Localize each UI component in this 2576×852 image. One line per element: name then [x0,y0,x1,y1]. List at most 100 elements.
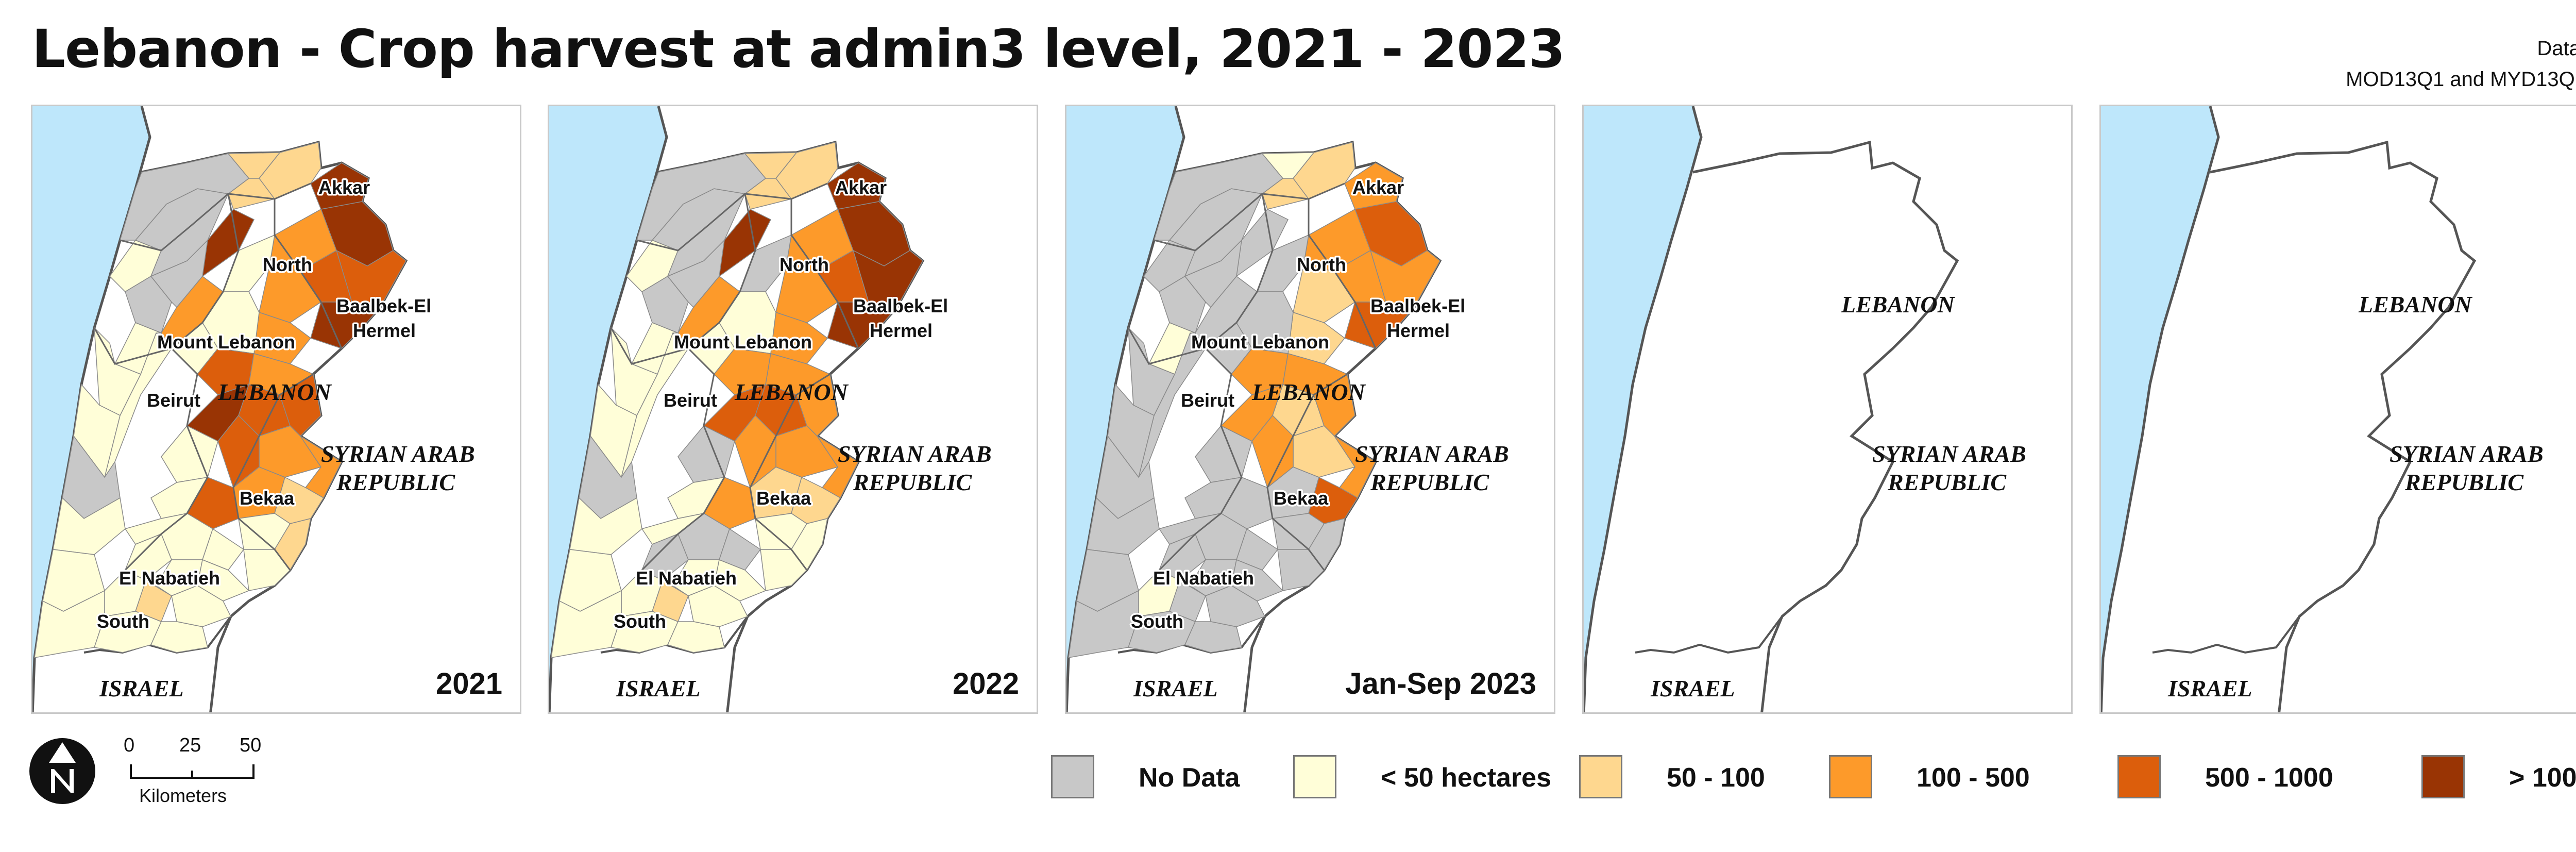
label-south: South [1131,611,1183,632]
panel-year-label: Jan-Sep 2023 [1342,666,1539,701]
label-baalbek-line1: Baalbek-El [336,295,431,316]
admin3-region [150,621,208,653]
panel-year-label: 2022 [949,666,1022,701]
legend-label: 100 - 500 [1917,763,2030,793]
admin3-region [119,153,250,241]
admin3-region [1277,549,1325,591]
map-labels: LEBANON SYRIAN ARAB REPUBLIC ISRAEL Akka… [612,175,992,702]
admin1-boundary-line [1158,477,1243,571]
label-akkar: Akkar [835,177,887,198]
data-source-text: MOD13Q1 and MYD13Q1 [2346,68,2576,91]
label-syria-line1: SYRIAN ARAB [2389,441,2544,467]
legend-label: No Data [1139,763,1240,793]
data-source-note: Data: MOD13Q1 and MYD13Q1 [2346,33,2576,95]
admin3-region [1159,276,1206,333]
label-akkar: Akkar [1352,177,1404,198]
admin1-boundary-line [688,193,756,349]
label-syria-line1: SYRIAN ARAB [321,441,475,467]
map-svg: LEBANON SYRIAN ARAB REPUBLIC ISRAEL Akka… [549,106,992,712]
label-bekaa: Bekaa [1274,488,1329,509]
label-lebanon: LEBANON [1251,379,1366,405]
label-north: North [779,254,829,275]
scale-tick-0: 0 [124,734,135,756]
admin3-region [125,276,172,333]
map-panel-1: LEBANON SYRIAN ARAB REPUBLIC ISRAEL Akka… [31,105,521,714]
admin1-boundary-line [641,477,725,571]
label-lebanon: LEBANON [734,379,849,405]
label-baalbek-line2: Hermel [353,320,416,341]
scale-tick-25: 25 [179,734,201,756]
label-lebanon: LEBANON [217,379,332,405]
legend-swatch [2421,755,2465,798]
map-labels: LEBANON SYRIAN ARAB REPUBLIC ISRAEL [2167,291,2544,701]
map-base [2101,106,2477,712]
admin1-boundary-line [687,347,725,478]
admin3-region [641,276,689,333]
sea-area [32,106,150,712]
admin1-boundary-line [274,199,343,349]
label-syria-line2: REPUBLIC [1370,469,1489,495]
admin1-boundaries [610,182,859,571]
label-beirut: Beirut [664,390,717,411]
label-baalbek-line1: Baalbek-El [853,295,948,316]
sea-area [549,106,667,712]
map-labels: LEBANON SYRIAN ARAB REPUBLIC ISRAEL Akka… [95,175,475,702]
label-syria-line2: REPUBLIC [853,469,972,495]
lebanon-border [2210,140,2477,712]
label-nabatieh: El Nabatieh [119,567,220,589]
legend-label: 50 - 100 [1667,763,1765,793]
map-svg: LEBANON SYRIAN ARAB REPUBLIC ISRAEL [2101,106,2544,712]
admin3-region [636,153,767,241]
coastline [1584,106,1703,712]
scale-bar-line [130,764,255,779]
admin3-region [274,517,311,571]
label-syria-line2: REPUBLIC [1887,469,2007,495]
admin3-region [197,559,250,602]
map-panel-3: LEBANON SYRIAN ARAB REPUBLIC ISRAEL Akka… [1065,105,1555,714]
admin3-region [1293,142,1355,199]
legend-swatch [1293,755,1336,798]
admin3-region [243,549,291,591]
map-svg: LEBANON SYRIAN ARAB REPUBLIC ISRAEL [1584,106,2026,712]
label-baalbek-line2: Hermel [1387,320,1450,341]
admin3-region [641,533,689,581]
admin3-region [744,152,798,179]
admin1-boundary-line [93,327,172,365]
legend-label: 500 - 1000 [2205,763,2333,793]
israel-border [1635,615,1783,654]
scale-unit: Kilometers [139,785,227,806]
label-bekaa: Bekaa [240,488,295,509]
label-syria-line2: REPUBLIC [2404,469,2524,495]
label-syria-line1: SYRIAN ARAB [838,441,992,467]
admin3-region [1068,590,1139,658]
admin1-boundaries [93,182,343,571]
admin1-boundary-line [610,327,689,365]
admin3-region [1184,621,1242,653]
admin1-boundaries [1127,182,1377,571]
admin1-boundary-line [1205,347,1243,478]
admin1-boundary-line [171,347,209,478]
admin3-region [1107,383,1155,478]
label-syria-line1: SYRIAN ARAB [1872,441,2026,467]
sea-area [1066,106,1184,712]
legend-swatch [1051,755,1094,798]
coastline [2101,106,2220,712]
admin1-boundary-line [171,193,240,349]
label-syria-line1: SYRIAN ARAB [1355,441,1509,467]
label-israel: ISRAEL [616,675,701,701]
label-israel: ISRAEL [2167,675,2252,701]
map-panel-4: LEBANON SYRIAN ARAB REPUBLIC ISRAEL [1582,105,2073,714]
legend-label: < 50 hectares [1381,763,1552,793]
label-nabatieh: El Nabatieh [636,567,737,589]
admin3-regions [34,142,406,658]
map-title: Lebanon - Crop harvest at admin3 level, … [32,19,1565,80]
label-israel: ISRAEL [99,675,184,701]
map-base [1584,106,1959,712]
label-baalbek-line1: Baalbek-El [1370,295,1465,316]
label-syria-line2: REPUBLIC [336,469,455,495]
admin3-regions [1068,142,1440,658]
label-mount-lebanon: Mount Lebanon [674,331,812,353]
label-israel: ISRAEL [1133,675,1218,701]
label-baalbek-line2: Hermel [870,320,933,341]
panel-year-label: 2021 [432,666,505,701]
